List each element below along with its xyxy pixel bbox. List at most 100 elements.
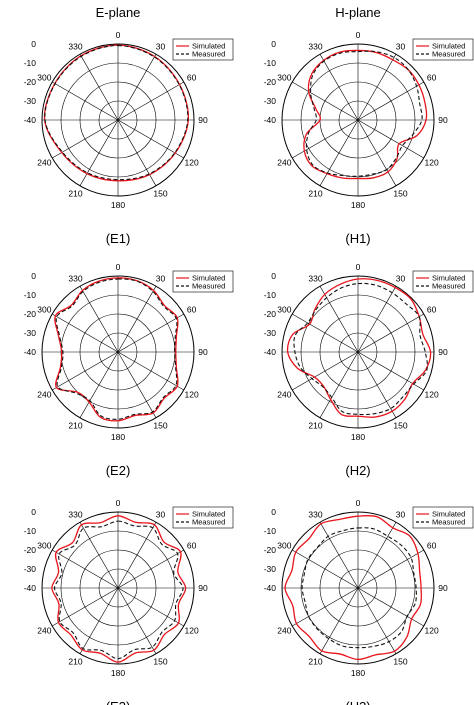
angle-label: 150 [153, 421, 167, 431]
angle-label: 120 [185, 390, 199, 400]
angle-label: 180 [111, 200, 125, 210]
series-measured-line [55, 278, 178, 420]
radial-tick-label: -20 [24, 77, 37, 87]
legend-box [412, 38, 474, 61]
angle-label: 330 [308, 509, 322, 519]
legend-entry: Measured [432, 282, 465, 291]
grid-spoke [117, 351, 184, 391]
series-simulated-line [51, 515, 187, 663]
radial-tick-label: -20 [24, 309, 37, 319]
angle-label: 150 [153, 657, 167, 667]
angle-label: 0 [116, 262, 121, 272]
grid-spoke [52, 351, 119, 391]
angle-label: 90 [198, 115, 208, 125]
grid-spoke [319, 54, 359, 121]
angle-label: 0 [116, 30, 121, 40]
legend-entry: Simulated [192, 274, 225, 283]
e-plane-column-title: E-plane [96, 5, 141, 20]
angle-label: 210 [68, 657, 82, 667]
legend-box [172, 270, 234, 293]
grid-spoke [117, 351, 157, 418]
grid-spoke [292, 351, 359, 391]
angle-label: 60 [187, 73, 197, 83]
angle-label: 150 [153, 189, 167, 199]
angle-label: 90 [438, 115, 448, 125]
grid-spoke [292, 119, 359, 159]
radial-tick-label: -10 [24, 58, 37, 68]
legend-entry: Measured [432, 518, 465, 527]
radial-tick-label: -30 [24, 328, 37, 338]
grid-spoke [357, 587, 397, 654]
angle-label: 240 [37, 390, 51, 400]
series-measured-line [293, 282, 428, 416]
angle-label: 180 [351, 200, 365, 210]
grid-spoke [117, 119, 184, 159]
angle-label: 180 [111, 432, 125, 442]
angle-label: 120 [425, 390, 439, 400]
angle-label: 30 [396, 273, 406, 283]
grid-spoke [117, 522, 157, 589]
angle-label: 30 [396, 41, 406, 51]
angle-label: 330 [68, 41, 82, 51]
angle-label: 120 [425, 626, 439, 636]
legend-box [412, 270, 474, 293]
angle-label: 60 [187, 541, 197, 551]
radial-tick-label: -30 [264, 328, 277, 338]
angle-label: 60 [187, 305, 197, 315]
grid-spoke [292, 587, 359, 627]
angle-label: 120 [185, 626, 199, 636]
radial-tick-label: -30 [24, 96, 37, 106]
radial-tick-label: 0 [31, 271, 36, 281]
legend-entry: Simulated [192, 42, 225, 51]
polar-chart-h3: 0 -10 -20 -30 -40 0 30 60 90 120 150 180 210 240 300 33… [264, 498, 474, 705]
polar-chart-e1: 0 -10 -20 -30 -40 0 30 60 90 120 150 180 210 240 300 33… [24, 30, 234, 246]
grid-spoke [357, 351, 397, 418]
radial-tick-label: 0 [271, 271, 276, 281]
polar-chart-e3: 0 -10 -20 -30 -40 0 30 60 90 120 150 180 210 240 300 33… [24, 498, 234, 705]
angle-label: 330 [68, 273, 82, 283]
grid-spoke [117, 549, 184, 589]
grid-spoke [357, 286, 397, 353]
radial-tick-label: -30 [24, 564, 37, 574]
legend-entry: Simulated [432, 510, 465, 519]
grid-spoke [319, 522, 359, 589]
radial-tick-label: 0 [31, 39, 36, 49]
angle-label: 330 [68, 509, 82, 519]
angle-label: 60 [427, 73, 437, 83]
radial-tick-label: -10 [264, 58, 277, 68]
angle-label: 120 [185, 158, 199, 168]
angle-label: 0 [356, 30, 361, 40]
panel-label: (E1) [106, 231, 131, 246]
angle-label: 150 [393, 189, 407, 199]
grid-spoke [319, 351, 359, 418]
grid-spoke [52, 313, 119, 353]
radial-tick-label: -40 [24, 115, 37, 125]
grid-spoke [117, 54, 157, 121]
angle-label: 210 [68, 189, 82, 199]
series-measured-line [44, 44, 189, 181]
legend-entry: Measured [192, 518, 225, 527]
radial-tick-label: -20 [264, 77, 277, 87]
grid-spoke [292, 81, 359, 121]
polar-chart-h1: 0 -10 -20 -30 -40 0 30 60 90 120 150 180 210 240 300 33… [264, 30, 474, 246]
grid-spoke [117, 587, 184, 627]
angle-label: 90 [198, 347, 208, 357]
angle-label: 60 [427, 305, 437, 315]
radial-tick-label: 0 [31, 507, 36, 517]
legend-entry: Simulated [432, 42, 465, 51]
series-measured-line [301, 527, 417, 649]
legend-entry: Measured [432, 50, 465, 59]
panel-label: (E3) [106, 699, 131, 705]
radial-tick-label: -30 [264, 564, 277, 574]
grid-spoke [292, 549, 359, 589]
angle-label: 300 [37, 541, 51, 551]
panel-label: (H1) [345, 231, 370, 246]
panel-label: (H3) [345, 699, 370, 705]
grid-spoke [79, 351, 119, 418]
series-simulated-line [43, 44, 190, 182]
grid-spoke [117, 81, 184, 121]
grid-spoke [117, 286, 157, 353]
legend-box [172, 506, 234, 529]
